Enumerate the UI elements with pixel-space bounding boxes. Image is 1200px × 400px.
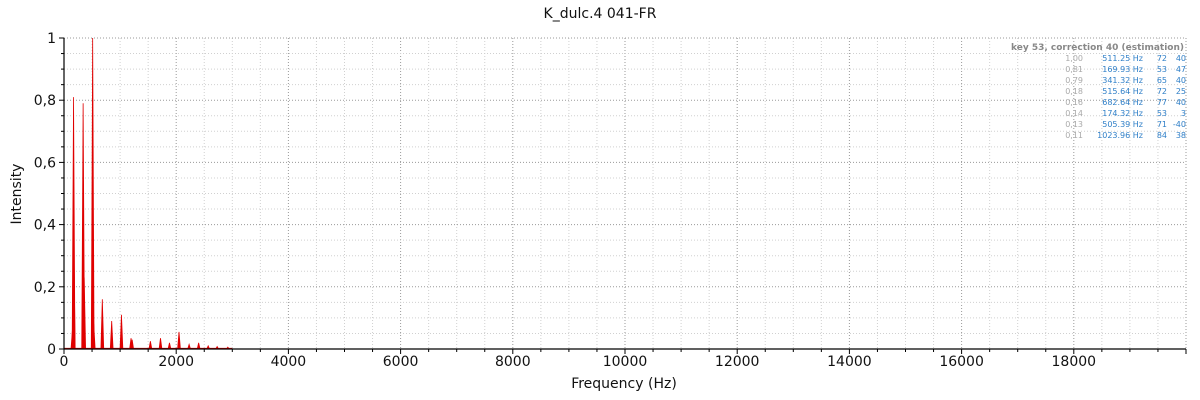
chart-title: K_dulc.4 041-FR	[544, 6, 657, 22]
annotation-frequency: 505.39 Hz	[1102, 120, 1143, 129]
annotation-correction: 25	[1176, 87, 1186, 96]
spectrum-peak	[196, 342, 201, 350]
annotation-relative-intensity: 0,11	[1065, 131, 1083, 140]
spectrum-peak	[119, 314, 124, 350]
x-tick-label: 4000	[271, 354, 307, 370]
annotation-key: 53	[1157, 109, 1167, 118]
y-tick-label: 0,4	[34, 218, 56, 234]
x-tick-label: 2000	[158, 354, 194, 370]
x-tick-label: 12000	[715, 354, 760, 370]
x-tick-label: 16000	[939, 354, 984, 370]
annotation-relative-intensity: 0,14	[1065, 109, 1083, 118]
peak-annotation-table: key 53, correction 40 (estimation)1,00 51…	[1011, 43, 1186, 140]
annotation-relative-intensity: 1,00	[1065, 54, 1083, 63]
y-axis-label: Intensity	[9, 164, 25, 225]
annotation-key: 53	[1157, 65, 1167, 74]
spectrum-peak	[100, 299, 105, 350]
spectrum-peak	[109, 320, 114, 350]
y-tick-label: 0	[47, 342, 56, 358]
grid	[63, 37, 1187, 350]
y-tick-label: 0,2	[34, 280, 56, 296]
annotation-correction: 3	[1181, 109, 1186, 118]
annotation-relative-intensity: 0,81	[1065, 65, 1083, 74]
x-tick-label: 6000	[383, 354, 419, 370]
annotation-correction: 40	[1176, 76, 1186, 85]
annotation-frequency: 341.32 Hz	[1102, 76, 1143, 85]
annotation-relative-intensity: 0,13	[1065, 120, 1083, 129]
y-tick-label: 0,8	[34, 93, 56, 109]
annotation-frequency: 174.32 Hz	[1102, 109, 1143, 118]
x-tick-label: 18000	[1052, 354, 1097, 370]
spectrum-peak	[167, 342, 172, 350]
annotation-key: 72	[1157, 54, 1167, 63]
annotation-key: 77	[1157, 98, 1167, 107]
y-tick-label: 0,6	[34, 155, 56, 171]
annotation-key: 71	[1157, 120, 1167, 129]
annotation-frequency: 1023.96 Hz	[1097, 131, 1143, 140]
annotation-key: 84	[1157, 131, 1167, 140]
annotation-frequency: 169.93 Hz	[1102, 65, 1143, 74]
y-axis-ticks: 0 0,2 0,4 0,6 0,8 1	[34, 31, 64, 358]
annotation-frequency: 515.64 Hz	[1102, 87, 1143, 96]
x-axis-label: Frequency (Hz)	[571, 376, 677, 392]
annotation-frequency: 511.25 Hz	[1102, 54, 1143, 63]
annotation-relative-intensity: 0,18	[1065, 87, 1083, 96]
annotation-correction: 47	[1176, 65, 1186, 74]
annotation-key: 72	[1157, 87, 1167, 96]
spectrum-peak	[187, 342, 192, 350]
annotation-correction: 38	[1176, 131, 1186, 140]
x-tick-label: 14000	[827, 354, 872, 370]
annotation-relative-intensity: 0,79	[1065, 76, 1083, 85]
spectrum-peak	[158, 338, 163, 350]
spectrum-peak	[177, 331, 181, 350]
x-tick-label: 10000	[603, 354, 648, 370]
x-axis-ticks: 0 2000 4000 6000 8000 10000 12000 14000 16000 180…	[60, 349, 1187, 370]
x-tick-label: 0	[60, 354, 69, 370]
spectrum-peak	[148, 341, 153, 350]
x-tick-label: 8000	[495, 354, 531, 370]
annotation-correction: 40	[1176, 98, 1186, 107]
annotation-correction: -40	[1173, 120, 1186, 129]
y-tick-label: 1	[47, 31, 56, 47]
annotation-header: key 53, correction 40 (estimation)	[1011, 43, 1184, 53]
annotation-frequency: 682.64 Hz	[1102, 98, 1143, 107]
annotation-relative-intensity: 0,16	[1065, 98, 1083, 107]
annotation-key: 65	[1157, 76, 1167, 85]
annotation-correction: 40	[1176, 54, 1186, 63]
